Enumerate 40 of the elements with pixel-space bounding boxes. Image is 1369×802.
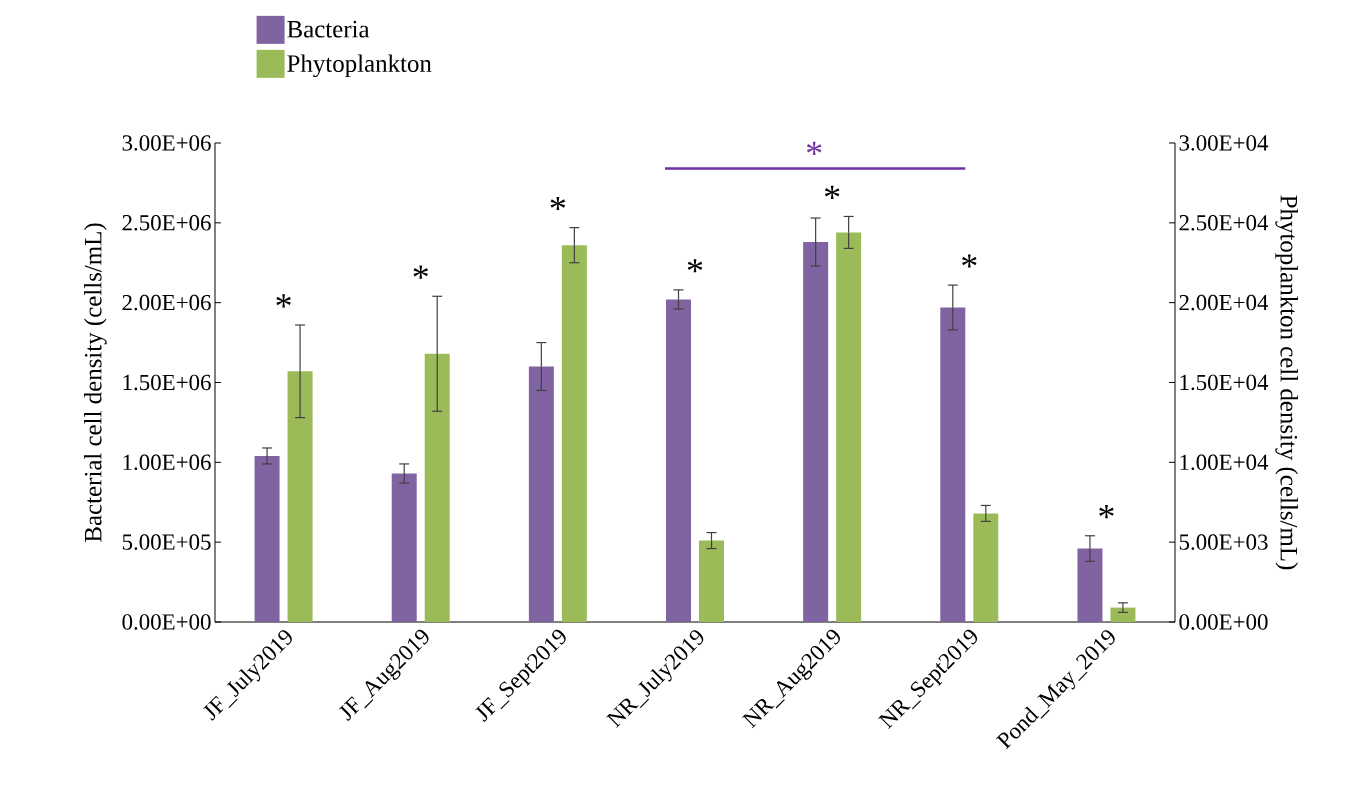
y2-tick-label: 2.50E+04 [1179,215,1269,231]
bar [254,455,280,622]
y-tick-label: 0.00E+00 [122,614,211,630]
annotation: * [824,185,840,199]
annotation: * [1099,505,1114,519]
y-tick-label: 2.00E+06 [122,294,211,311]
bar [1077,548,1103,622]
annotation: * [413,265,428,279]
y2-tick-label: 0.00E+00 [1179,614,1268,630]
legend-label: Bacteria [287,20,370,38]
y2-tick-label: 5.00E+03 [1179,534,1268,550]
bar [1110,607,1136,622]
bar [940,307,966,622]
bar [528,366,554,622]
annotation: * [962,254,977,268]
y-axis-title: Bacterial cell density (cells/mL) [84,223,107,542]
y-tick-label: 5.00E+05 [122,534,211,550]
legend-label: Phytoplankton [287,54,432,78]
y2-tick-label: 1.00E+04 [1180,454,1269,471]
y2-axis-title: Phytoplankton cell density (cells/mL) [1275,195,1298,570]
bar [836,232,862,622]
bar [391,473,417,622]
annotation: * [806,141,822,155]
y-tick-label: 1.50E+06 [123,374,211,391]
y-tick-label: 3.00E+06 [122,135,211,151]
bar [424,353,450,622]
y-tick-label: 2.50E+06 [122,215,211,231]
annotation: * [550,196,566,211]
y2-tick-label: 3.00E+04 [1179,135,1269,151]
annotation: * [276,294,291,308]
y2-tick-label: 2.00E+04 [1179,294,1269,311]
bar [699,540,724,622]
annotation: * [687,259,703,273]
bar [561,245,587,622]
bar [666,299,691,622]
bar [803,241,829,622]
y2-tick-label: 1.50E+04 [1180,374,1269,391]
y-tick-label: 1.00E+06 [123,454,211,471]
bar [287,371,313,622]
bar [973,513,999,622]
